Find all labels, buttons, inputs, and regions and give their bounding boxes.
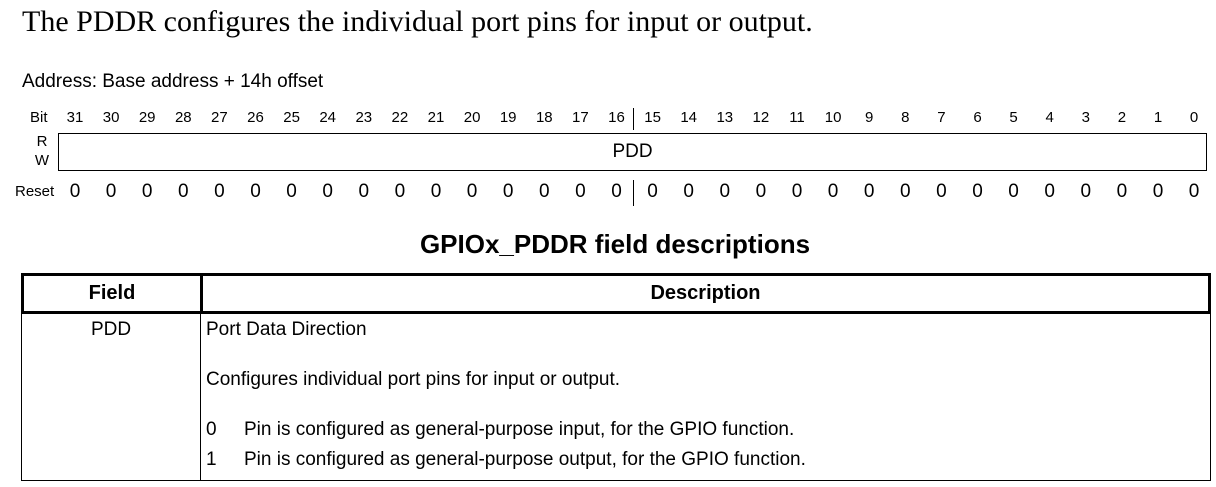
bit-number: 9 <box>865 109 874 126</box>
reset-value: 0 <box>1080 181 1092 202</box>
enum-value-1: 1 <box>206 449 217 470</box>
bit-number: 22 <box>391 109 409 126</box>
bit-number: 18 <box>535 109 553 126</box>
bit-number: 0 <box>1189 109 1199 126</box>
bit-number: 10 <box>824 109 842 126</box>
bit-number: 19 <box>499 109 517 126</box>
bit-number: 7 <box>937 109 946 126</box>
reset-value: 0 <box>358 181 370 202</box>
bit-number: 24 <box>319 109 337 126</box>
bit-number: 6 <box>973 109 982 126</box>
row-field-name: PDD <box>90 319 132 340</box>
row-description-title: Port Data Direction <box>206 319 367 340</box>
bit-number: 23 <box>355 109 373 126</box>
bit-number: 29 <box>138 109 156 126</box>
table-title: GPIOx_PDDR field descriptions <box>419 229 811 259</box>
bit-label: Bit <box>30 109 48 126</box>
bit-number: 4 <box>1045 109 1054 126</box>
bit-number: 13 <box>716 109 734 126</box>
bit-number: 28 <box>174 109 192 126</box>
reset-value: 0 <box>141 181 153 202</box>
reset-value: 0 <box>466 181 478 202</box>
bit-number: 11 <box>789 109 805 126</box>
table-header: Field Description <box>21 273 1211 314</box>
reset-value: 0 <box>430 181 442 202</box>
access-labels: R W <box>28 132 56 170</box>
register-field-name: PDD <box>612 141 653 162</box>
reset-value: 0 <box>647 181 658 202</box>
bit-number: 25 <box>283 109 300 126</box>
header-description: Description <box>650 282 761 304</box>
bit-number: 3 <box>1081 109 1090 126</box>
bit-number: 17 <box>572 109 589 126</box>
bit-number: 15 <box>644 109 661 126</box>
enum-description-0: Pin is configured as general-purpose inp… <box>244 419 795 440</box>
reset-value: 0 <box>394 181 406 202</box>
reset-value: 0 <box>863 181 875 202</box>
bit-number: 31 <box>66 109 84 126</box>
write-label: W <box>34 152 50 169</box>
bit-number: 8 <box>901 109 910 126</box>
bit-row-divider <box>633 108 634 130</box>
reset-value: 0 <box>683 181 694 202</box>
reset-value: 0 <box>611 181 622 202</box>
register-address: Address: Base address + 14h offset <box>22 71 324 92</box>
reset-value: 0 <box>502 181 514 202</box>
register-field-pdd: PDD <box>58 133 1207 171</box>
bit-number: 14 <box>680 109 698 126</box>
bit-number: 21 <box>427 109 445 126</box>
reset-value: 0 <box>250 181 261 202</box>
reset-value: 0 <box>936 181 947 202</box>
reset-value: 0 <box>178 181 189 202</box>
bit-number: 5 <box>1009 109 1018 126</box>
reset-value: 0 <box>972 181 983 202</box>
enum-value-0: 0 <box>206 419 217 440</box>
header-field: Field <box>88 282 136 304</box>
reset-value: 0 <box>755 181 767 202</box>
bit-number: 1 <box>1153 109 1163 126</box>
bit-number: 12 <box>752 109 770 126</box>
header-column-divider <box>200 276 203 311</box>
reset-label: Reset <box>15 183 55 200</box>
row-description-summary: Configures individual port pins for inpu… <box>206 369 621 390</box>
intro-text: The PDDR configures the individual port … <box>22 5 813 38</box>
column-divider <box>200 273 201 480</box>
reset-row-divider <box>633 180 634 206</box>
reset-value: 0 <box>1188 181 1200 202</box>
reset-value: 0 <box>719 181 731 202</box>
reset-value: 0 <box>827 181 839 202</box>
reset-value: 0 <box>1116 181 1128 202</box>
reset-value-row: Reset 0 0 0 0 0 0 0 0 0 0 0 0 0 0 0 0 0 0 0 0 0 0 0 0 0 0 0 0 0 0 0 0 <box>0 181 1216 203</box>
reset-value: 0 <box>539 181 550 202</box>
reset-value: 0 <box>1152 181 1164 202</box>
bit-number: 27 <box>211 109 228 126</box>
bit-number: 30 <box>102 109 120 126</box>
bit-number: 26 <box>247 109 264 126</box>
bit-number: 20 <box>463 109 481 126</box>
bit-number: 16 <box>608 109 625 126</box>
read-label: R <box>36 133 48 150</box>
reset-value: 0 <box>1008 181 1019 202</box>
field-description-table: Field Description PDD Port Data Directio… <box>21 273 1211 481</box>
bit-number: 2 <box>1117 109 1127 126</box>
reset-value: 0 <box>575 181 586 202</box>
reset-value: 0 <box>322 181 333 202</box>
reset-value: 0 <box>791 181 803 202</box>
reset-value: 0 <box>105 181 117 202</box>
reset-value: 0 <box>286 181 297 202</box>
reset-value: 0 <box>214 181 225 202</box>
reset-value: 0 <box>1044 181 1055 202</box>
bit-number-row: Bit 31 30 29 28 27 26 25 24 23 22 21 20 19 18 17 16 15 14… <box>0 107 1216 129</box>
reset-value: 0 <box>900 181 911 202</box>
enum-description-1: Pin is configured as general-purpose out… <box>244 449 806 470</box>
reset-value: 0 <box>69 181 81 202</box>
